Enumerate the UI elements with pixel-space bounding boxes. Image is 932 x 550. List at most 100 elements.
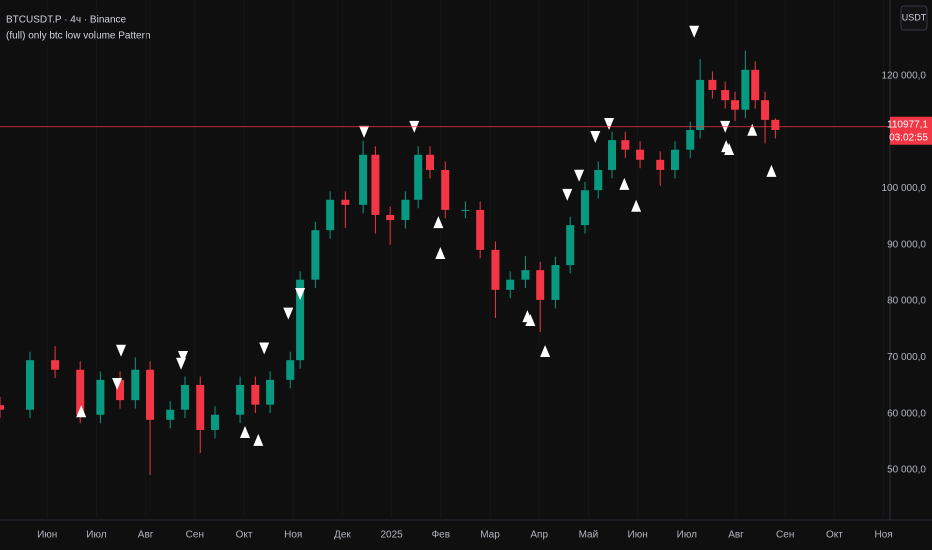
candle-body [311, 230, 320, 280]
y-tick-label: 50 000,0 [887, 465, 926, 476]
candle-body [731, 100, 740, 110]
x-tick-label: Дек [334, 530, 351, 541]
candle-body [386, 214, 395, 221]
signal-down [112, 378, 123, 390]
candle-body [210, 414, 219, 430]
candle-body [566, 225, 575, 266]
signal-down [574, 169, 585, 182]
signal-up [525, 314, 536, 327]
x-tick-label: Апр [530, 530, 548, 541]
candle-body [506, 279, 515, 290]
signal-up [724, 142, 735, 155]
candle-body [296, 279, 305, 361]
x-tick-label: Авг [138, 530, 154, 541]
candle-body [491, 249, 500, 290]
candle-body [708, 79, 717, 91]
candle-body [196, 384, 205, 430]
candle-body [721, 90, 730, 101]
x-tick-label: Июл [86, 530, 106, 541]
y-tick-label: 120 000,0 [882, 71, 927, 82]
candle-body [741, 69, 750, 110]
x-tick-label: Июн [37, 530, 57, 541]
signal-down [295, 287, 306, 300]
candle-body [771, 119, 780, 130]
candle-body [76, 369, 85, 415]
y-tick-label: 70 000,0 [887, 352, 926, 363]
candle-body [251, 384, 260, 405]
candle-body [441, 169, 450, 210]
y-tick-label: 100 000,0 [882, 183, 927, 194]
candle-body [326, 199, 335, 231]
x-tick-label: Мар [480, 530, 500, 541]
candle-body [341, 199, 350, 205]
candle-body [359, 154, 368, 205]
signal-down [259, 342, 270, 355]
signal-up [540, 344, 551, 357]
candle-body [551, 265, 560, 300]
candle-body [521, 270, 530, 280]
x-tick-label: Июл [677, 530, 697, 541]
signal-up [433, 216, 444, 229]
candle-body [286, 360, 295, 380]
candle-body [696, 79, 705, 130]
signal-down [689, 25, 700, 38]
x-tick-label: 2025 [380, 530, 403, 541]
candle-body [0, 405, 4, 410]
candle-body [146, 369, 155, 420]
signal-up [747, 123, 758, 136]
candle-body [461, 209, 470, 211]
signal-up [253, 433, 264, 446]
signal-down [359, 125, 370, 138]
currency-button[interactable] [900, 5, 928, 31]
last-price-label: 110977,1 [887, 119, 928, 130]
candle-body [414, 154, 423, 200]
x-tick-label: Ноя [284, 530, 302, 541]
candle-body [656, 159, 665, 170]
x-tick-label: Окт [826, 530, 843, 541]
candle-body [180, 384, 189, 410]
candle-body [476, 209, 485, 250]
x-tick-label: Сен [776, 530, 794, 541]
signal-up [240, 426, 251, 439]
candle-body [636, 149, 645, 160]
candle-body [594, 169, 603, 191]
candle-body [51, 360, 60, 370]
y-tick-label: 80 000,0 [887, 296, 926, 307]
candle-body [401, 199, 410, 221]
signal-down [604, 118, 615, 130]
candle-body [131, 369, 140, 401]
chart-title: BTCUSDT.P · 4ч · Binance [6, 15, 127, 26]
candle-body [236, 384, 245, 415]
candle-body [96, 379, 105, 415]
signal-up [619, 177, 630, 190]
candle-body [425, 154, 434, 170]
last-price-tag [890, 116, 932, 145]
x-tick-label: Сен [186, 530, 204, 541]
candle-body [536, 270, 545, 300]
signal-down [562, 188, 573, 201]
candle-body [761, 100, 770, 120]
indicator-name: (full) only btc low volume Pattern [6, 31, 151, 42]
x-tick-label: Авг [728, 530, 744, 541]
candle-body [580, 190, 589, 226]
x-tick-label: Фев [432, 530, 450, 541]
signal-up [631, 199, 642, 212]
candle-body [686, 130, 695, 150]
signal-up [76, 405, 87, 418]
countdown-label: 03:02:55 [889, 132, 928, 143]
candle-body [266, 379, 275, 405]
signal-down [116, 344, 127, 357]
candle-body [166, 409, 175, 420]
x-tick-label: Май [579, 530, 599, 541]
currency-label[interactable]: USDT [902, 12, 927, 22]
x-tick-label: Окт [236, 530, 253, 541]
candle-body [751, 69, 760, 101]
y-tick-label: 90 000,0 [887, 239, 926, 250]
candle-body [671, 149, 680, 170]
x-tick-label: Июн [628, 530, 648, 541]
signal-down [590, 130, 601, 143]
signal-up [766, 164, 777, 177]
signal-up [435, 247, 446, 260]
plot-area [0, 25, 780, 475]
